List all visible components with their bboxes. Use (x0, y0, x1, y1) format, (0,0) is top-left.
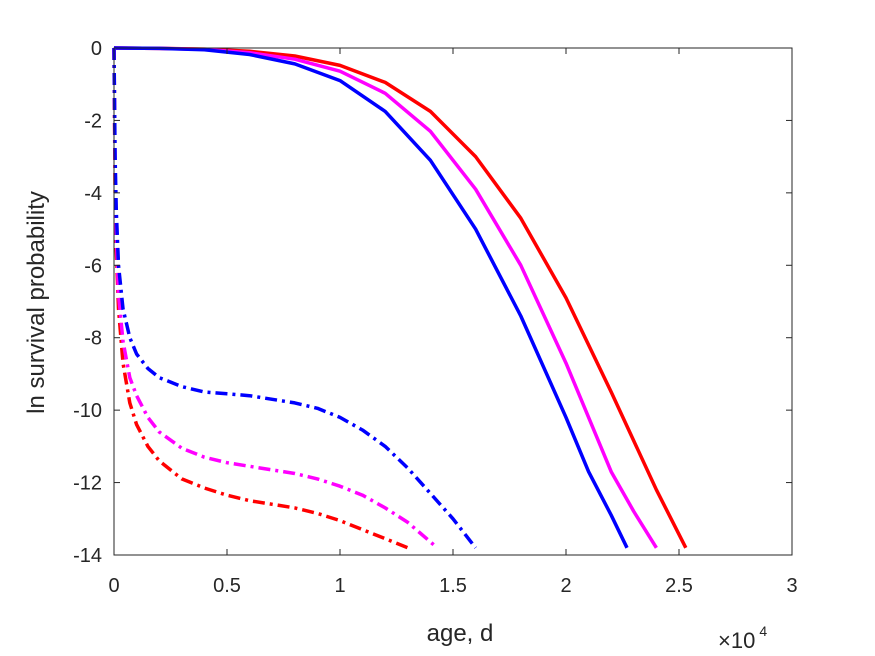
y-axis-label: ln survival probability (23, 191, 50, 414)
y-tick-label: -12 (73, 473, 102, 495)
x-tick-label: 0.5 (213, 575, 241, 597)
x-axis-multiplier-base: ×10 (718, 628, 755, 653)
y-tick-label: -10 (73, 400, 102, 422)
x-tick-label: 2 (560, 575, 571, 597)
x-tick-label: 0 (108, 575, 119, 597)
y-tick-label: -14 (73, 545, 102, 567)
y-tick-label: 0 (91, 38, 102, 60)
y-tick-label: -8 (84, 328, 102, 350)
solid-series-line-2 (113, 46, 629, 549)
x-tick-label: 3 (786, 575, 797, 597)
dashdot-series-line-5 (112, 47, 477, 549)
x-tick-label: 2.5 (665, 575, 693, 597)
y-tick-label: -4 (84, 183, 102, 205)
dashdot-series-line-4 (112, 47, 439, 550)
y-tick-label: -2 (84, 110, 102, 132)
x-axis-multiplier-exponent: 4 (759, 623, 767, 639)
x-axis-ticks: 0 0.5 1 1.5 2 2.5 3 (108, 48, 798, 597)
x-tick-label: 1 (334, 575, 345, 597)
x-tick-label: 1.5 (439, 575, 467, 597)
series-layer (112, 46, 688, 550)
x-axis-label: age, d (427, 620, 494, 647)
y-tick-label: -6 (84, 255, 102, 277)
x-axis-multiplier: ×10 4 (718, 623, 767, 653)
y-axis-ticks: 0 -2 -4 -6 -8 -10 -12 -14 (73, 38, 792, 567)
